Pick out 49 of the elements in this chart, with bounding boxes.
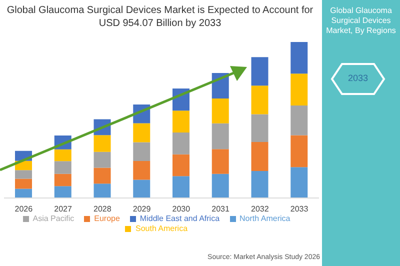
bar [212,98,229,124]
bar [251,86,268,114]
bar [15,170,32,179]
bar [133,123,150,142]
bar [133,180,150,198]
bar [54,161,72,174]
bar [251,171,268,198]
x-tick-label: 2027 [54,204,73,214]
text: Global Glaucoma Surgical Devices Market, By Regions [325,6,397,36]
bar [290,135,308,168]
bar [212,174,229,198]
bar [212,149,229,174]
bar [251,142,268,172]
text: 2033 [346,73,370,83]
bar [54,174,72,186]
bar [94,152,111,168]
bar [172,154,190,176]
x-tick-label: 2030 [172,204,191,214]
bar [94,168,111,184]
bar [251,57,268,86]
bar [290,167,308,198]
x-tick-label: 2032 [251,204,270,214]
chart-title: Global Glaucoma Surgical Devices Market is Expected to Account for USD 954.07 Billion by 2033 [6,4,314,30]
bar [290,105,308,136]
bar [54,186,72,198]
bar [212,123,229,150]
bar [172,132,190,154]
bar [290,42,308,74]
bar [172,110,190,132]
legend-label: North America [240,214,290,223]
bar [94,135,111,152]
x-tick-label: 2033 [290,204,309,214]
legend-label: Middle East and Africa [140,214,220,223]
bar [15,178,32,189]
legend-label: South America [135,224,188,233]
bar [54,149,72,162]
bar [290,74,308,106]
bar [172,176,190,198]
bar [15,188,32,198]
bar [94,184,111,198]
bar [251,114,268,142]
x-tick-label: 2026 [14,204,34,214]
bar [133,161,150,180]
x-tick-label: 2028 [94,204,112,214]
x-tick-label: 2029 [132,204,152,214]
legend-label: Europe [94,214,120,223]
x-tick-label: 2031 [212,204,230,214]
legend-label: Asia Pacific [32,214,74,223]
bar [133,142,150,162]
